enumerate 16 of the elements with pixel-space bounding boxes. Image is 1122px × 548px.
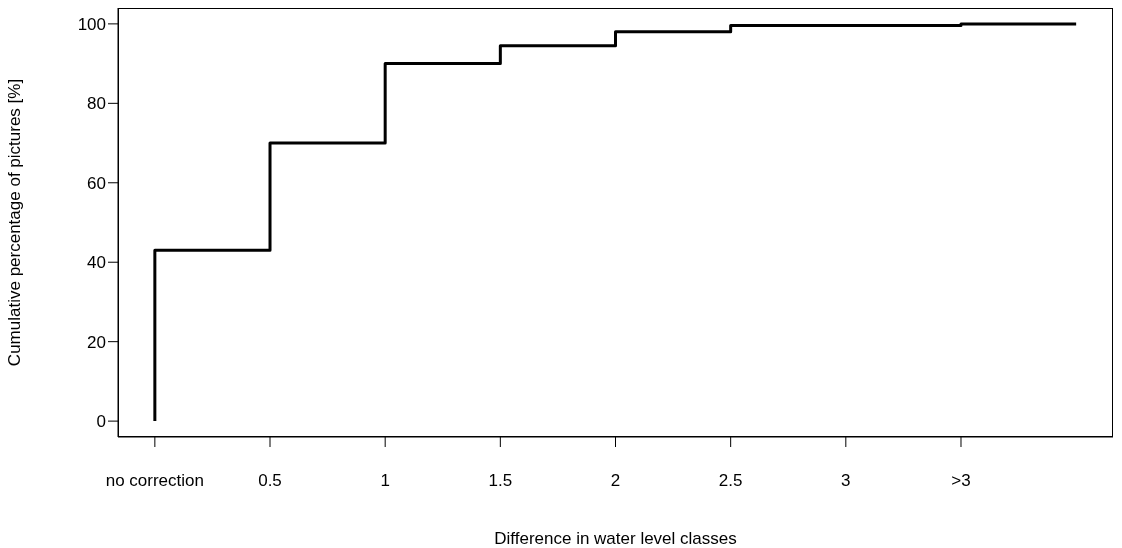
x-tick-label: 1 — [380, 471, 390, 491]
y-tick-label: 60 — [87, 173, 106, 193]
y-tick-label: 80 — [87, 94, 106, 114]
x-tick-label: 1.5 — [488, 471, 513, 491]
x-tick-label: >3 — [951, 471, 971, 491]
y-tick-label: 40 — [87, 253, 106, 273]
x-tick-label: no correction — [105, 471, 204, 491]
y-axis-title: Cumulative percentage of pictures [%] — [5, 78, 25, 367]
x-tick-label: 2 — [610, 471, 621, 491]
x-tick-label: 2.5 — [718, 471, 743, 491]
x-tick-label: 0.5 — [258, 471, 282, 491]
y-tick-label: 20 — [87, 332, 106, 352]
y-tick-label: 100 — [77, 14, 106, 34]
x-tick-label: 3 — [841, 471, 851, 491]
y-tick-label: 0 — [96, 412, 106, 432]
x-axis-title: Difference in water level classes — [494, 529, 737, 548]
